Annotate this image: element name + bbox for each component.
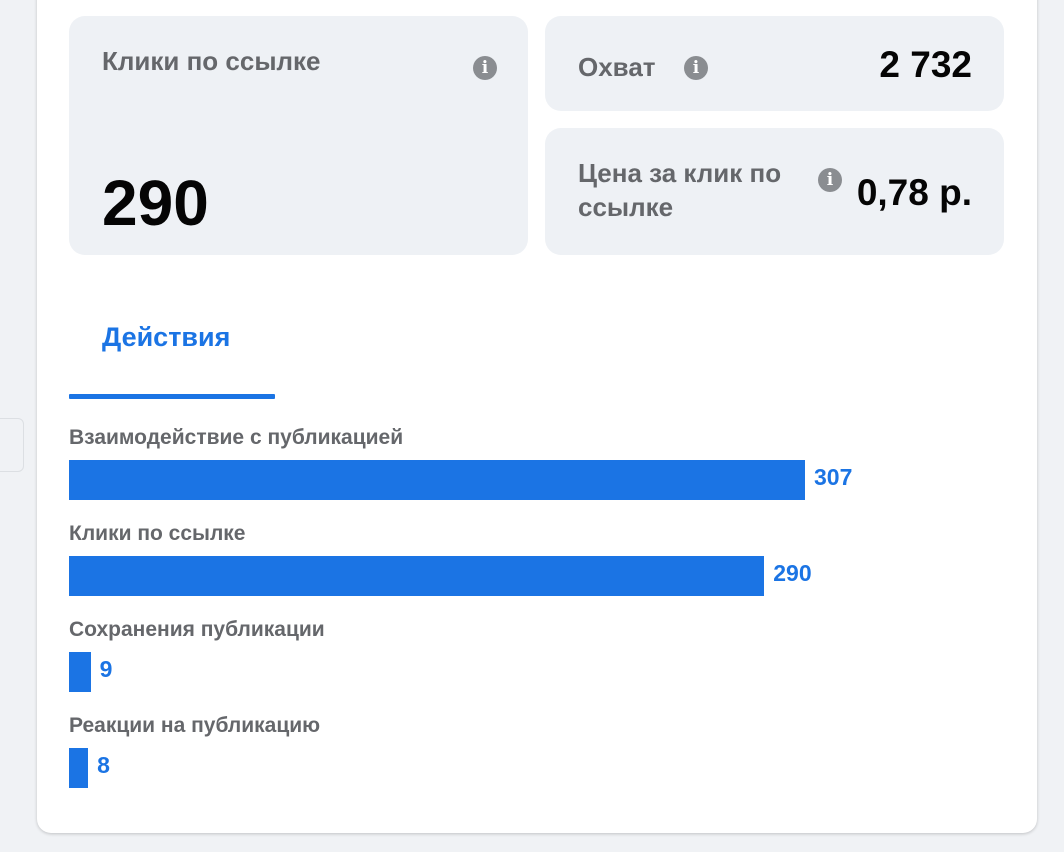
- cost-per-click-tile: Цена за клик по ссылке i 0,78 р.: [545, 128, 1004, 255]
- bar: [69, 748, 89, 788]
- bar-value: 290: [773, 560, 812, 586]
- link-clicks-tile: Клики по ссылке i 290: [69, 16, 528, 255]
- bar: [69, 556, 765, 596]
- bar-label: Взаимодействие с публикацией: [69, 426, 404, 449]
- link-clicks-value: 290: [102, 167, 209, 239]
- reach-label: Охват: [578, 52, 656, 82]
- cost-per-click-value: 0,78 р.: [856, 172, 972, 213]
- tab-actions[interactable]: Действия: [102, 322, 231, 352]
- bar-value: 9: [99, 656, 113, 682]
- link-clicks-label: Клики по ссылке: [102, 46, 321, 76]
- info-icon[interactable]: i: [473, 56, 497, 80]
- side-panel-tab[interactable]: [0, 418, 24, 472]
- bar-label: Сохранения публикации: [69, 618, 325, 641]
- bar-label: Реакции на публикацию: [69, 714, 321, 737]
- info-icon[interactable]: i: [818, 168, 842, 192]
- bar-value: 8: [97, 752, 110, 778]
- tab-active-indicator: [69, 394, 275, 399]
- bar-label: Клики по ссылке: [69, 522, 246, 545]
- bar-value: 307: [814, 464, 853, 490]
- bar: [69, 652, 91, 692]
- info-icon[interactable]: i: [684, 56, 708, 80]
- bar: [69, 460, 805, 500]
- cost-per-click-label: Цена за клик по ссылке: [578, 158, 782, 222]
- reach-value: 2 732: [879, 44, 972, 85]
- reach-tile: Охват i 2 732: [545, 16, 1004, 111]
